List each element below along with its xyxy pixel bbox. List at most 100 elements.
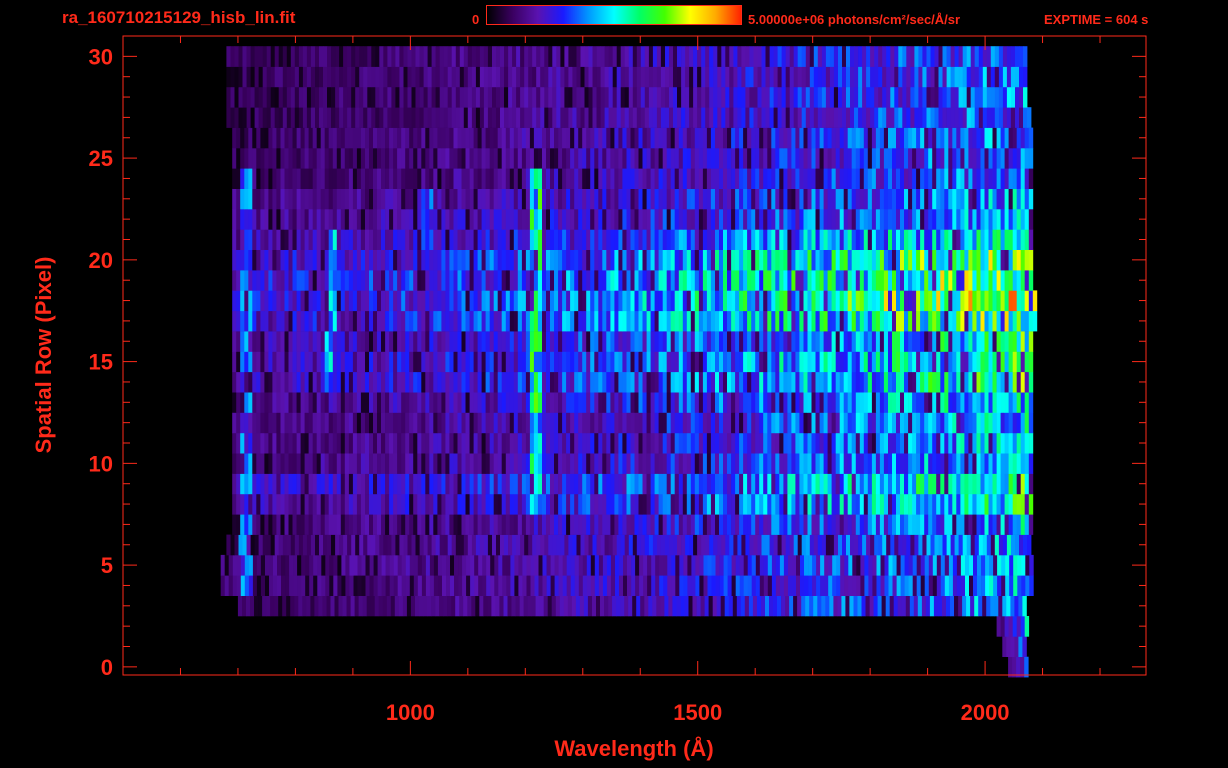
heatmap-cell <box>932 147 937 169</box>
heatmap-cell <box>948 412 953 434</box>
heatmap-cell <box>686 351 692 373</box>
heatmap-cell <box>666 147 672 169</box>
heatmap-cell <box>670 229 676 250</box>
heatmap-cell <box>960 432 965 454</box>
heatmap-cell <box>729 534 734 556</box>
heatmap-cell <box>1021 575 1026 596</box>
heatmap-cell <box>877 595 882 617</box>
heatmap-cell <box>787 514 792 535</box>
heatmap-cell <box>626 290 631 312</box>
heatmap-cell <box>791 412 796 434</box>
heatmap-cell <box>288 229 293 250</box>
heatmap-cell <box>563 595 569 617</box>
heatmap-cell <box>409 331 414 352</box>
heatmap-cell <box>735 168 740 189</box>
heatmap-cell <box>304 127 309 149</box>
heatmap-cell <box>631 554 636 576</box>
heatmap-cell <box>775 249 780 271</box>
heatmap-cell <box>674 412 680 434</box>
heatmap-cell <box>509 310 515 332</box>
heatmap-cell <box>300 371 305 393</box>
heatmap-cell <box>401 249 406 271</box>
heatmap-cell <box>586 147 591 169</box>
heatmap-cell <box>594 127 599 149</box>
heatmap-cell <box>960 168 965 189</box>
heatmap-cell <box>1004 310 1009 332</box>
heatmap-cell <box>646 514 651 535</box>
heatmap-cell <box>882 534 887 556</box>
heatmap-cell <box>916 575 922 596</box>
heatmap-cell <box>727 473 732 495</box>
heatmap-cell <box>590 432 595 454</box>
heatmap-cell <box>226 107 231 128</box>
heatmap-cell <box>1001 575 1006 596</box>
heatmap-cell <box>562 270 567 291</box>
heatmap-cell <box>429 453 434 474</box>
heatmap-cell <box>534 575 539 596</box>
heatmap-cell <box>439 534 445 556</box>
heatmap-cell <box>437 168 442 189</box>
heatmap-cell <box>602 432 607 454</box>
heatmap-cell <box>276 310 281 332</box>
heatmap-cell <box>1004 229 1009 250</box>
heatmap-cell <box>306 534 312 556</box>
heatmap-cell <box>811 229 816 250</box>
heatmap-cell <box>1013 575 1018 596</box>
heatmap-cell <box>972 209 977 230</box>
heatmap-cell <box>413 310 418 332</box>
heatmap-cell <box>332 290 338 312</box>
heatmap-cell <box>630 371 635 393</box>
heatmap-cell <box>397 371 402 393</box>
heatmap-cell <box>759 351 764 373</box>
heatmap-cell <box>646 351 651 373</box>
heatmap-cell <box>344 229 350 250</box>
heatmap-cell <box>606 554 612 576</box>
heatmap-cell <box>375 107 380 128</box>
heatmap-cell <box>309 575 314 596</box>
heatmap-cell <box>787 310 792 332</box>
heatmap-cell <box>940 188 945 210</box>
heatmap-cell <box>505 188 511 210</box>
heatmap-cell <box>706 493 712 515</box>
heatmap-cell <box>976 412 981 434</box>
heatmap-cell <box>640 595 645 617</box>
heatmap-cell <box>492 107 497 128</box>
heatmap-cell <box>606 209 611 230</box>
heatmap-cell <box>632 595 637 617</box>
heatmap-cell <box>817 534 823 556</box>
heatmap-cell <box>610 290 615 312</box>
heatmap-cell <box>670 270 676 291</box>
heatmap-cell <box>928 290 933 312</box>
heatmap-cell <box>340 168 346 189</box>
heatmap-cell <box>558 188 563 210</box>
heatmap-cell <box>690 331 696 352</box>
heatmap-cell <box>537 473 543 495</box>
heatmap-cell <box>972 514 977 535</box>
heatmap-cell <box>389 147 394 169</box>
heatmap-cell <box>855 127 861 149</box>
heatmap-cell <box>405 127 410 149</box>
heatmap-cell <box>698 310 704 332</box>
heatmap-cell <box>505 127 511 149</box>
heatmap-cell <box>827 351 832 373</box>
heatmap-cell <box>783 392 788 413</box>
heatmap-cell <box>608 107 613 128</box>
heatmap-cell <box>554 351 559 373</box>
heatmap-cell <box>604 534 609 556</box>
heatmap-cell <box>481 290 486 312</box>
heatmap-cell <box>489 209 495 230</box>
heatmap-cell <box>719 229 724 250</box>
heatmap-cell <box>823 209 828 230</box>
heatmap-cell <box>928 168 933 189</box>
heatmap-cell <box>578 270 583 291</box>
heatmap-cell <box>940 168 945 189</box>
heatmap-cell <box>731 310 736 332</box>
heatmap-cell <box>968 453 973 474</box>
heatmap-cell <box>1024 290 1030 312</box>
heatmap-cell <box>710 412 716 434</box>
heatmap-cell <box>445 412 450 434</box>
heatmap-cell <box>994 107 1000 128</box>
heatmap-cell <box>805 595 810 617</box>
heatmap-cell <box>900 127 905 149</box>
heatmap-cell <box>602 392 607 413</box>
